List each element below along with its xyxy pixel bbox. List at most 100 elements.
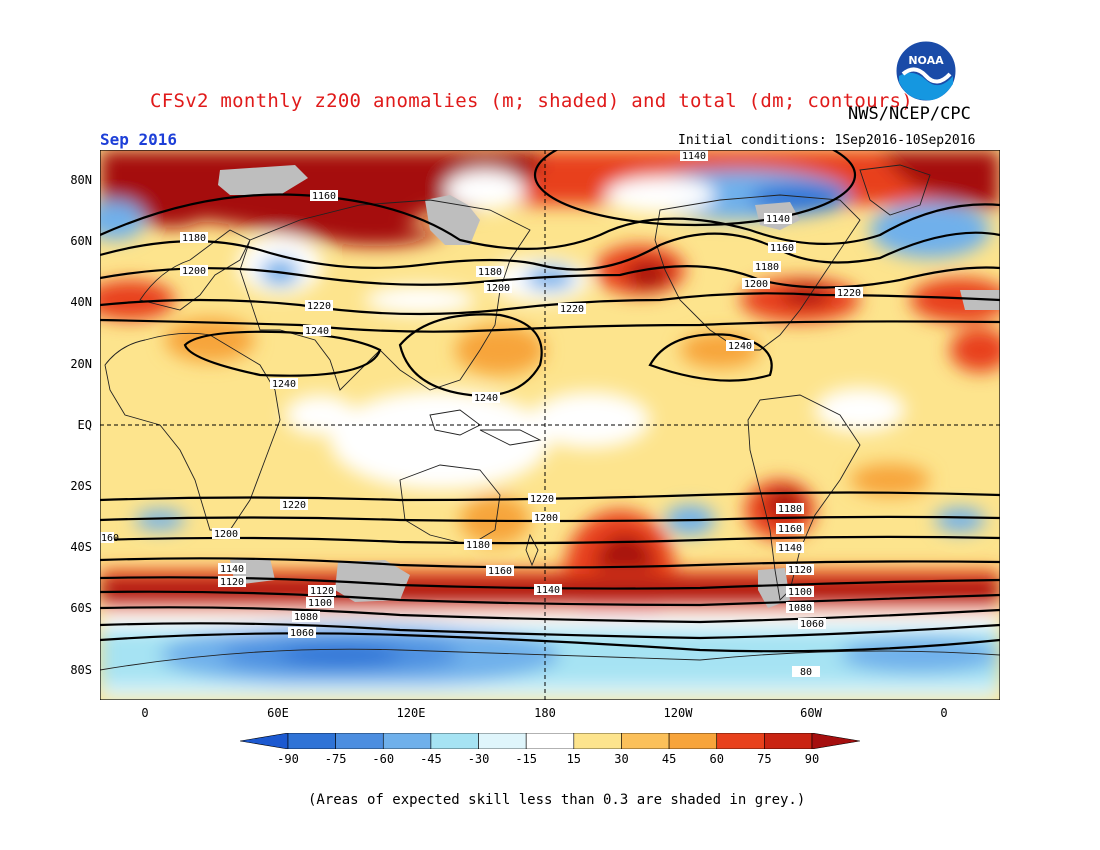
contour-label: 1240 xyxy=(303,325,331,337)
svg-text:1200: 1200 xyxy=(534,513,558,524)
contour-label: 1240 xyxy=(472,392,500,404)
svg-text:1120: 1120 xyxy=(788,565,812,576)
contour-label: 1200 xyxy=(212,528,240,540)
svg-text:1180: 1180 xyxy=(478,267,502,278)
lat-label: 80S xyxy=(70,663,92,677)
colorbar-tick-label: -60 xyxy=(372,752,395,766)
svg-text:1200: 1200 xyxy=(214,529,238,540)
initial-conditions-label: Initial conditions: 1Sep2016-10Sep2016 xyxy=(678,133,976,148)
contour-label: 1160 xyxy=(100,532,119,544)
contour-labels: 1140 1160 1180 1200 1220 1240 1240 1240 … xyxy=(100,150,863,678)
colorbar-segment xyxy=(764,733,813,749)
lat-label: 60N xyxy=(70,234,92,248)
svg-text:1240: 1240 xyxy=(305,326,329,337)
contour-label: 1100 xyxy=(306,597,334,609)
lat-label: 40S xyxy=(70,540,92,554)
colorbar-segment xyxy=(621,733,670,749)
contour-label: 1120 xyxy=(786,564,814,576)
contour-label: 1180 xyxy=(753,261,781,273)
svg-text:1200: 1200 xyxy=(182,266,206,277)
contour-label: 1160 xyxy=(310,190,338,202)
anomaly-shading xyxy=(100,150,1000,700)
anomaly-map: 1140 1160 1180 1200 1220 1240 1240 1240 … xyxy=(100,150,1000,700)
contour-label: 1240 xyxy=(270,378,298,390)
lon-label: 180 xyxy=(534,706,556,720)
colorbar-tick-label: -30 xyxy=(467,752,490,766)
noaa-logo-text: NOAA xyxy=(908,54,944,67)
colorbar-segment xyxy=(430,733,479,749)
contour-label: 1120 xyxy=(218,576,246,588)
contour-label: 1200 xyxy=(484,282,512,294)
svg-text:1180: 1180 xyxy=(755,262,779,273)
contour-label: 1140 xyxy=(764,213,792,225)
svg-text:1140: 1140 xyxy=(536,585,560,596)
lat-label: 60S xyxy=(70,601,92,615)
svg-text:1240: 1240 xyxy=(272,379,296,390)
svg-text:1180: 1180 xyxy=(182,233,206,244)
colorbar-tick-label: -90 xyxy=(277,752,299,766)
svg-text:1160: 1160 xyxy=(488,566,512,577)
contour-label: 1080 xyxy=(292,611,320,623)
svg-text:1200: 1200 xyxy=(744,279,768,290)
svg-text:1240: 1240 xyxy=(728,341,752,352)
contour-label: 1140 xyxy=(680,150,708,162)
agency-label: NWS/NCEP/CPC xyxy=(848,104,971,124)
svg-text:1160: 1160 xyxy=(100,533,119,544)
svg-text:1080: 1080 xyxy=(788,603,812,614)
colorbar-segment xyxy=(478,733,527,749)
colorbar-tick-label: 75 xyxy=(757,752,772,766)
reference-gridlines xyxy=(100,150,1000,700)
lat-label: 80N xyxy=(70,173,92,187)
colorbar-tick-label: -45 xyxy=(420,752,442,766)
contour-label: 1160 xyxy=(776,523,804,535)
colorbar-segment xyxy=(668,733,718,749)
colorbar-tick-label: -75 xyxy=(324,752,347,766)
contour-label: 1220 xyxy=(305,300,333,312)
contour-label: 1220 xyxy=(835,287,863,299)
svg-text:1160: 1160 xyxy=(312,191,336,202)
svg-text:1160: 1160 xyxy=(778,524,802,535)
svg-text:1080: 1080 xyxy=(294,612,318,623)
contour-label: 1220 xyxy=(558,303,586,315)
lon-label: 60E xyxy=(267,706,289,720)
svg-text:1240: 1240 xyxy=(474,393,498,404)
colorbar-tick-label: 15 xyxy=(566,752,582,766)
lat-label: 40N xyxy=(70,295,92,309)
lat-label: EQ xyxy=(77,418,92,432)
svg-text:1220: 1220 xyxy=(307,301,331,312)
contour-label: 1220 xyxy=(280,499,308,511)
svg-text:1140: 1140 xyxy=(778,543,802,554)
contour-label: 1200 xyxy=(742,278,770,290)
contour-label: 1220 xyxy=(528,493,556,505)
contour-label: 1180 xyxy=(180,232,208,244)
svg-text:1140: 1140 xyxy=(766,214,790,225)
contour-label: 1160 xyxy=(768,242,796,254)
skill-footnote: (Areas of expected skill less than 0.3 a… xyxy=(308,792,806,808)
svg-text:1100: 1100 xyxy=(788,587,812,598)
contour-label: 1120 xyxy=(308,585,336,597)
svg-text:1220: 1220 xyxy=(837,288,861,299)
color-scale-bar xyxy=(240,733,860,749)
colorbar-segment xyxy=(382,733,432,749)
noaa-logo: NOAA xyxy=(895,40,957,102)
lon-label: 60W xyxy=(800,706,822,720)
coastlines xyxy=(100,164,1000,671)
svg-text:1180: 1180 xyxy=(778,504,802,515)
chart-title: CFSv2 monthly z200 anomalies (m; shaded)… xyxy=(150,90,914,112)
contour-label: 1060 xyxy=(288,627,316,639)
colorbar-tick-label: 30 xyxy=(614,752,629,766)
contour-label: 1080 xyxy=(786,602,814,614)
colorbar-tick-label: 90 xyxy=(804,752,820,766)
svg-text:1220: 1220 xyxy=(560,304,584,315)
colorbar-cap-high xyxy=(811,733,860,749)
lat-label: 20N xyxy=(70,357,92,371)
colorbar-segment xyxy=(716,733,765,749)
lat-label: 20S xyxy=(70,479,92,493)
colorbar-segment xyxy=(525,733,575,749)
svg-text:1140: 1140 xyxy=(682,151,706,162)
contour-label: 1100 xyxy=(786,586,814,598)
lon-label: 120E xyxy=(396,706,426,720)
svg-text:1100: 1100 xyxy=(308,598,332,609)
lon-label: 0 xyxy=(940,706,948,720)
colorbar-tick-label: 45 xyxy=(661,752,677,766)
